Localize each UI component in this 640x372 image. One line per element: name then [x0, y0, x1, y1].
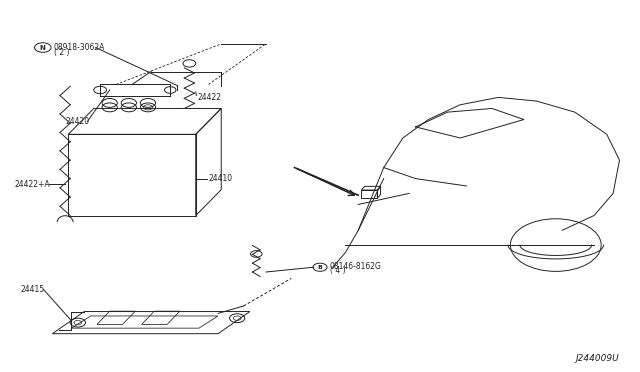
Text: 24420: 24420 [65, 117, 89, 126]
Text: 24410: 24410 [209, 174, 232, 183]
Text: 08146-8162G: 08146-8162G [330, 262, 381, 270]
Text: 08918-3062A: 08918-3062A [54, 43, 105, 52]
Text: 24422: 24422 [198, 93, 221, 102]
Text: J244009U: J244009U [576, 354, 620, 363]
Bar [362, 190, 378, 198]
Text: N: N [40, 45, 45, 51]
Text: 24415: 24415 [20, 285, 45, 294]
Text: B: B [317, 265, 323, 270]
Text: ( 2 ): ( 2 ) [54, 48, 69, 57]
Text: 24422+A: 24422+A [14, 180, 50, 189]
Text: ( 4 ): ( 4 ) [330, 266, 345, 275]
